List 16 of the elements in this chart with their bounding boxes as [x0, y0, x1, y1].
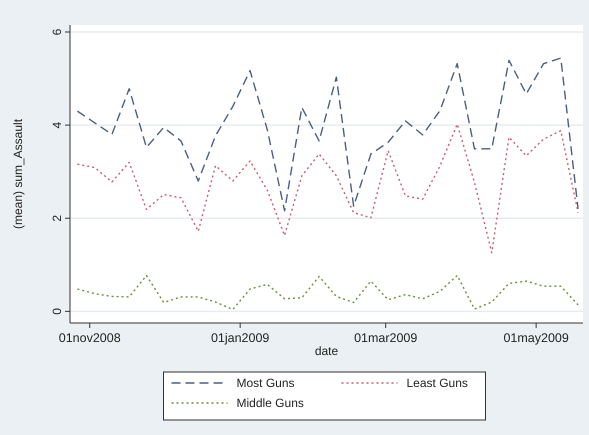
y-tick-label: 2 [50, 214, 64, 222]
y-tick-label: 0 [50, 308, 64, 315]
x-tick-label: 01mar2009 [354, 331, 418, 345]
x-axis-title: date [314, 344, 338, 358]
y-axis-title: (mean) sum_Assault [11, 118, 25, 230]
x-tick-label: 01jan2009 [210, 331, 270, 345]
y-tick-label: 6 [50, 28, 64, 36]
y-tick-label: 4 [50, 121, 64, 128]
line-series [76, 57, 579, 212]
line-series [76, 274, 579, 310]
x-tick-label: 01nov2008 [58, 331, 121, 345]
x-tick-label: 01may2009 [503, 331, 569, 345]
legend-label: Least Guns [406, 376, 468, 390]
line-series [76, 123, 579, 254]
legend-label: Middle Guns [236, 396, 304, 410]
legend-label: Most Guns [236, 376, 295, 390]
